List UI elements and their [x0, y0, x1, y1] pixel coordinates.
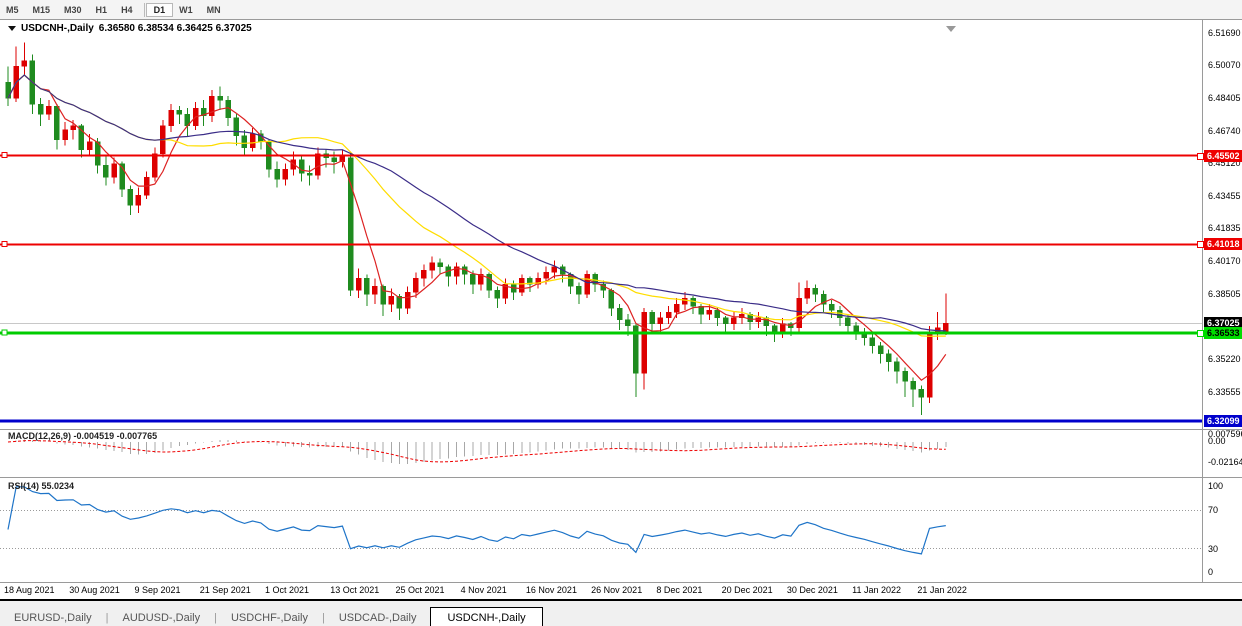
price-tick-label: 6.45120 — [1208, 158, 1241, 169]
timeframe-button-m5[interactable]: M5 — [6, 4, 19, 15]
macd-signal-line — [7, 440, 946, 463]
timeframe-button-h1[interactable]: H1 — [95, 4, 108, 15]
rsi-indicator-label: RSI(14) 55.0234 — [8, 481, 75, 491]
date-tick-label: 25 Oct 2021 — [395, 585, 445, 595]
tab-separator: | — [321, 612, 325, 624]
chart-frame — [0, 19, 1242, 583]
date-tick-label: 13 Oct 2021 — [330, 585, 380, 595]
price-tag-6.45502: 6.45502 — [1204, 149, 1242, 162]
tab-separator: | — [214, 612, 217, 624]
price-tag-6.37025: 6.37025 — [1204, 317, 1242, 330]
price-tag-6.36533: 6.36533 — [1204, 327, 1242, 340]
date-tick-label: 30 Dec 2021 — [786, 585, 838, 595]
date-tick-label: 20 Dec 2021 — [721, 585, 773, 595]
timeframe-button-h4[interactable]: H4 — [121, 4, 133, 15]
date-tick-label: 18 Aug 2021 — [4, 585, 55, 595]
symbol-tabstrip: EURUSD-,Daily | AUDUSD-,Daily | USDCHF-,Dail… — [0, 599, 1242, 626]
date-tick-label: 21 Jan 2022 — [917, 585, 967, 595]
tab-usdchf[interactable]: USDCHF-,Daily — [230, 612, 308, 624]
candles-layer — [5, 42, 949, 416]
price-tick-label: 6.51690 — [1208, 28, 1241, 38]
rsi-axis-label: 100 — [1208, 481, 1224, 491]
price-tick-label: 6.35220 — [1208, 354, 1241, 365]
price-tag-6.41018: 6.41018 — [1204, 238, 1242, 251]
macd-indicator-label: MACD(12,26,9) -0.004519 -0.007765 — [8, 431, 158, 441]
price-tick-label: 6.40170 — [1208, 256, 1241, 267]
date-tick-label: 11 Jan 2022 — [852, 585, 901, 595]
chart-symbol-label: USDCNH-,Daily — [21, 23, 94, 34]
tab-separator: | — [105, 612, 109, 624]
level-handle-icon[interactable] — [1197, 241, 1204, 249]
chart-ohlc-values: 6.36580 6.38534 6.36425 6.37025 — [98, 23, 252, 34]
level-handle-icon[interactable] — [1, 329, 8, 336]
timeframe-button-d1[interactable]: D1 — [145, 2, 174, 17]
price-tick-label: 6.41835 — [1208, 223, 1241, 234]
rsi-line — [7, 486, 946, 555]
date-tick-label: 26 Nov 2021 — [591, 585, 643, 595]
levels-layer — [0, 152, 1202, 423]
date-tick-label: 9 Sep 2021 — [134, 585, 181, 595]
chart-title: USDCNH-,Daily 6.36580 6.38534 6.36425 6.… — [8, 23, 252, 34]
tab-eurusd[interactable]: EURUSD-,Daily — [14, 612, 92, 624]
macd-axis-label: -0.02164 — [1208, 457, 1242, 467]
level-handle-icon[interactable] — [1197, 330, 1204, 338]
price-tick-label: 6.50070 — [1208, 60, 1241, 71]
macd-axis-label: 0.007596 — [1208, 429, 1242, 439]
chart-shift-icon[interactable] — [946, 26, 956, 32]
level-handle-icon[interactable] — [1, 240, 8, 247]
rsi-pane — [0, 486, 1202, 555]
timeframe-button-w1[interactable]: W1 — [179, 4, 193, 15]
timeframe-button-m15[interactable]: M15 — [32, 4, 51, 15]
price-tick-label: 6.46740 — [1208, 126, 1241, 137]
price-tag-6.32099: 6.32099 — [1204, 415, 1242, 427]
moving-averages-layer — [7, 74, 947, 381]
symbol-dropdown-icon[interactable] — [8, 26, 16, 31]
date-tick-label: 21 Sep 2021 — [199, 585, 251, 595]
tab-audusd[interactable]: AUDUSD-,Daily — [122, 612, 201, 624]
price-tick-label: 6.43455 — [1208, 191, 1241, 202]
ma-fast-line — [7, 74, 947, 381]
tab-usdcad[interactable]: USDCAD-,Daily — [338, 612, 417, 624]
timeframe-button-mn[interactable]: MN — [206, 4, 221, 15]
date-tick-label: 4 Nov 2021 — [460, 585, 507, 595]
macd-pane — [7, 439, 947, 464]
timeframe-button-m30[interactable]: M30 — [64, 4, 82, 15]
macd-axis-label: 0.00 — [1208, 436, 1226, 446]
date-tick-label: 30 Aug 2021 — [69, 585, 120, 595]
tab-usdcnh[interactable]: USDCNH-,Daily — [430, 607, 543, 626]
toolbar-divider — [143, 2, 145, 17]
level-handle-icon[interactable] — [1197, 152, 1204, 160]
level-handle-icon[interactable] — [1, 152, 8, 159]
date-tick-label: 16 Nov 2021 — [525, 585, 577, 595]
price-tick-label: 6.33555 — [1208, 387, 1241, 398]
ma-slow-line — [7, 74, 946, 332]
rsi-axis-label: 70 — [1208, 505, 1219, 515]
date-tick-label: 1 Oct 2021 — [264, 585, 309, 595]
rsi-axis-label: 30 — [1208, 544, 1219, 554]
price-tick-label: 6.48405 — [1208, 93, 1241, 104]
rsi-axis-label: 0 — [1208, 567, 1214, 577]
price-tick-label: 6.38505 — [1208, 289, 1241, 300]
timeframe-toolbar: M5 M15 M30 H1 H4 D1 W1 MN — [0, 0, 1242, 20]
date-tick-label: 8 Dec 2021 — [656, 585, 703, 595]
